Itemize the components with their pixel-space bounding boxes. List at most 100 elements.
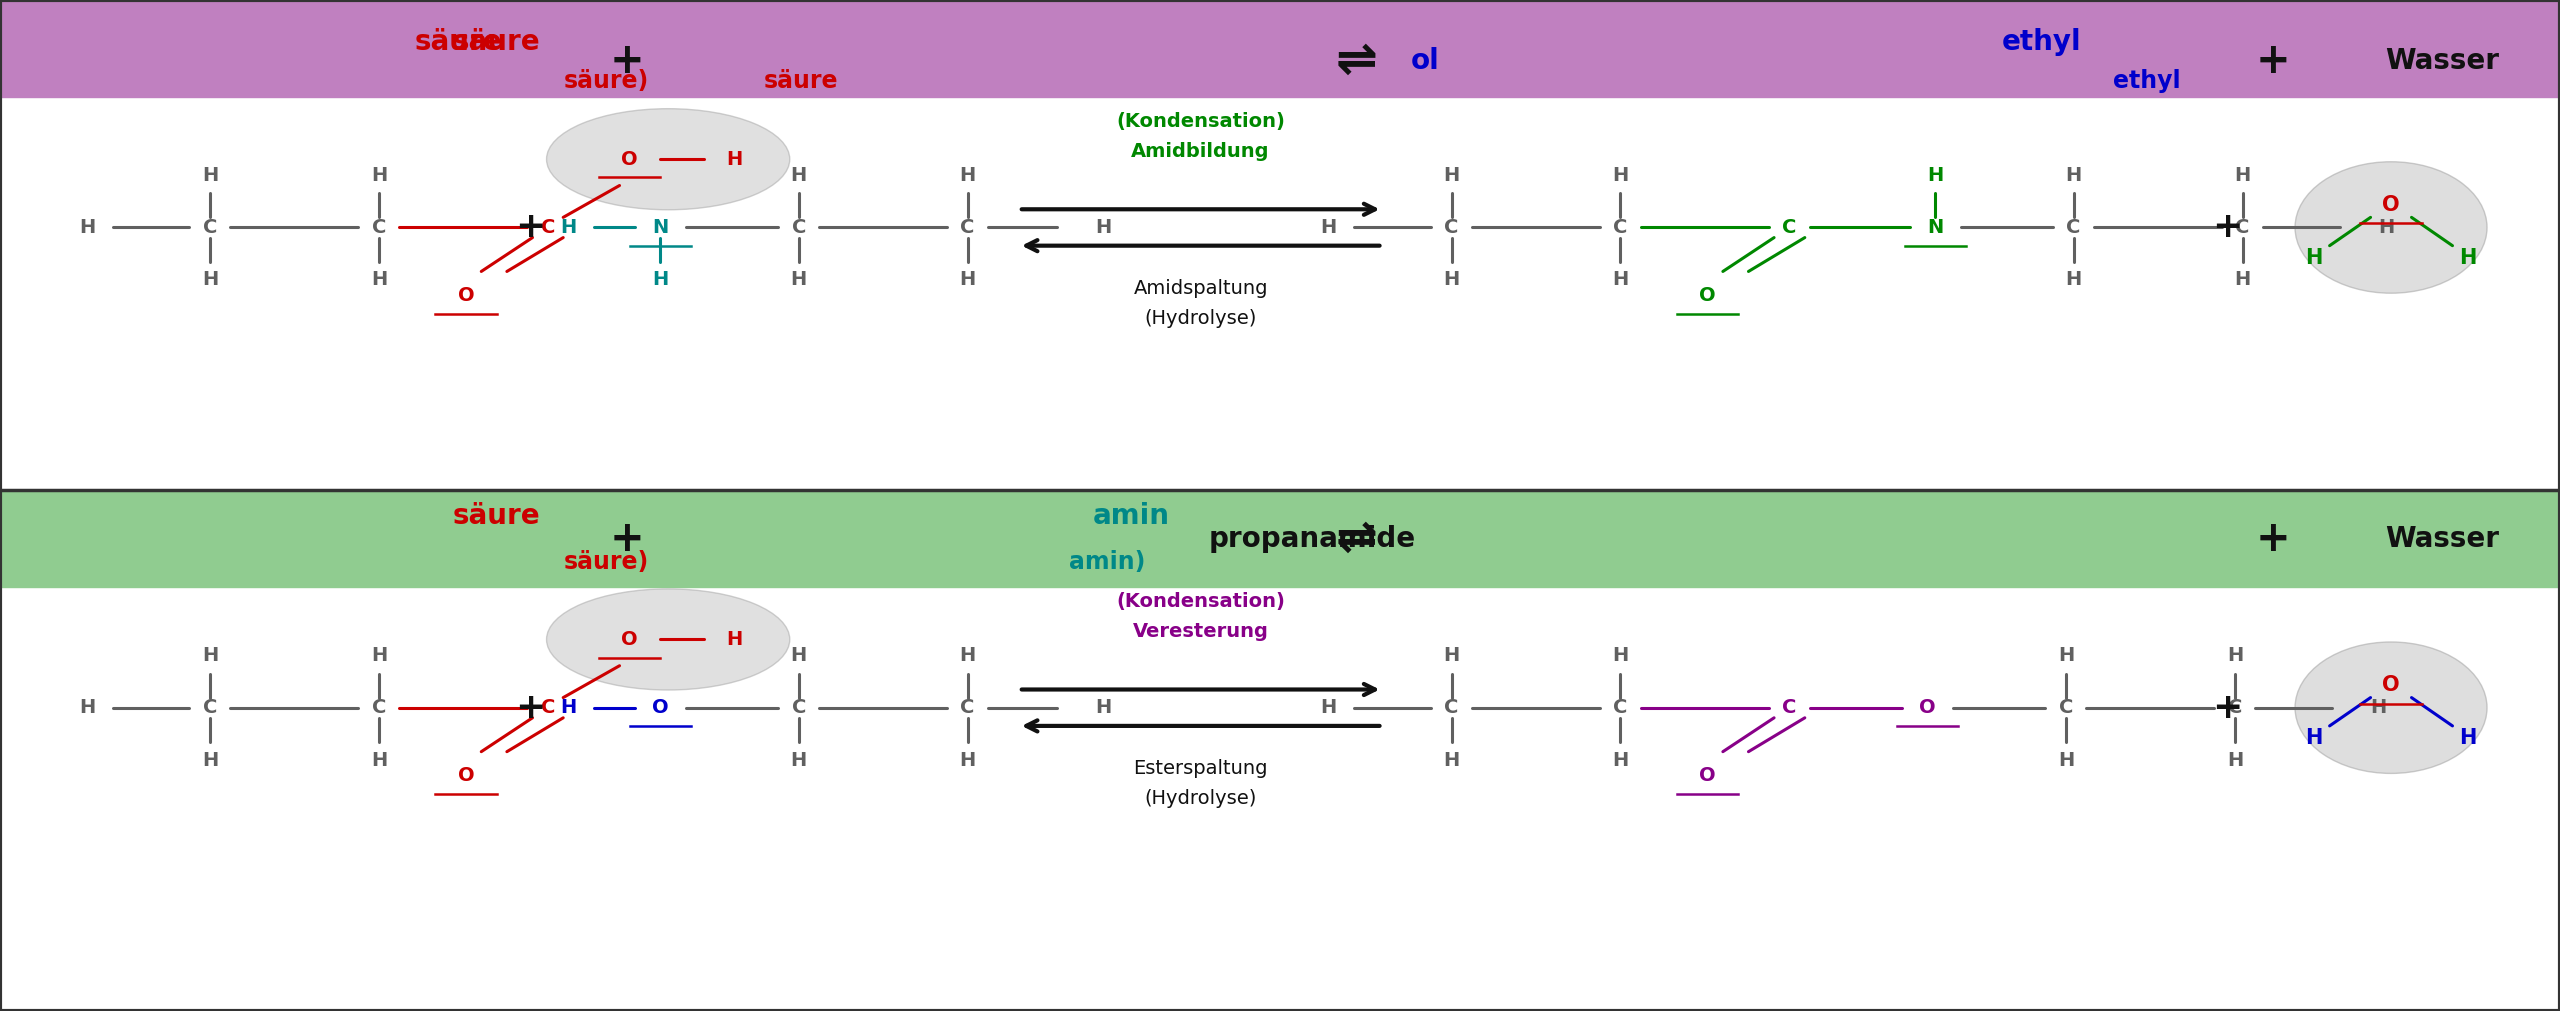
Text: H: H bbox=[2227, 646, 2243, 665]
Text: C: C bbox=[540, 699, 556, 717]
Text: C: C bbox=[1782, 218, 1797, 237]
Text: säure): säure) bbox=[563, 550, 650, 574]
Text: ol: ol bbox=[1411, 47, 1439, 75]
Text: H: H bbox=[791, 646, 806, 665]
Text: H: H bbox=[79, 699, 95, 717]
Text: amin: amin bbox=[1093, 501, 1170, 530]
Text: säure: säure bbox=[415, 28, 502, 57]
Text: H: H bbox=[1096, 699, 1111, 717]
Text: C: C bbox=[202, 218, 218, 237]
Text: propanamide: propanamide bbox=[1208, 525, 1416, 553]
Text: H: H bbox=[960, 646, 975, 665]
Text: C: C bbox=[1782, 699, 1797, 717]
Text: Amidspaltung: Amidspaltung bbox=[1134, 279, 1267, 297]
Text: H: H bbox=[1444, 750, 1459, 769]
Ellipse shape bbox=[548, 109, 791, 209]
Text: +: + bbox=[2255, 518, 2291, 560]
Text: N: N bbox=[1928, 218, 1943, 237]
Text: H: H bbox=[960, 270, 975, 289]
Text: C: C bbox=[1444, 699, 1459, 717]
Text: C: C bbox=[2066, 218, 2081, 237]
Text: +: + bbox=[609, 518, 645, 560]
Text: H: H bbox=[2227, 750, 2243, 769]
Text: O: O bbox=[2383, 675, 2399, 696]
Text: H: H bbox=[202, 270, 218, 289]
Text: (Kondensation): (Kondensation) bbox=[1116, 112, 1285, 130]
Text: C: C bbox=[960, 218, 975, 237]
Text: H: H bbox=[371, 166, 387, 185]
Text: H: H bbox=[791, 166, 806, 185]
Text: O: O bbox=[653, 699, 668, 717]
Text: H: H bbox=[79, 218, 95, 237]
Text: säure: säure bbox=[453, 28, 540, 57]
Text: O: O bbox=[2383, 195, 2399, 215]
Text: H: H bbox=[727, 150, 742, 169]
Text: H: H bbox=[2307, 248, 2322, 268]
Text: +: + bbox=[2212, 210, 2243, 245]
Text: H: H bbox=[653, 270, 668, 289]
Text: +: + bbox=[515, 691, 545, 725]
Text: H: H bbox=[727, 630, 742, 649]
Text: H: H bbox=[1613, 270, 1628, 289]
Text: H: H bbox=[371, 750, 387, 769]
Text: C: C bbox=[2227, 699, 2243, 717]
Text: C: C bbox=[1613, 699, 1628, 717]
Text: H: H bbox=[791, 750, 806, 769]
Text: H: H bbox=[1096, 218, 1111, 237]
Text: O: O bbox=[622, 630, 637, 649]
Text: C: C bbox=[371, 699, 387, 717]
Text: C: C bbox=[2235, 218, 2250, 237]
Text: Esterspaltung: Esterspaltung bbox=[1134, 759, 1267, 777]
Text: H: H bbox=[202, 166, 218, 185]
Text: ⇌: ⇌ bbox=[1336, 515, 1377, 563]
Text: H: H bbox=[2066, 270, 2081, 289]
Text: H: H bbox=[561, 699, 576, 717]
Text: O: O bbox=[1700, 286, 1715, 305]
Ellipse shape bbox=[2296, 162, 2488, 293]
Text: H: H bbox=[2371, 699, 2386, 717]
Text: ethyl: ethyl bbox=[2002, 28, 2081, 57]
Text: ⇌: ⇌ bbox=[1336, 36, 1377, 85]
Text: (Hydrolyse): (Hydrolyse) bbox=[1144, 309, 1257, 328]
Ellipse shape bbox=[548, 588, 791, 690]
Text: C: C bbox=[540, 218, 556, 237]
Text: O: O bbox=[458, 286, 474, 305]
Text: O: O bbox=[622, 150, 637, 169]
Text: C: C bbox=[2058, 699, 2074, 717]
Text: C: C bbox=[1444, 218, 1459, 237]
Text: H: H bbox=[791, 270, 806, 289]
Text: amin): amin) bbox=[1070, 550, 1147, 574]
Text: H: H bbox=[371, 646, 387, 665]
Text: H: H bbox=[2235, 166, 2250, 185]
Text: H: H bbox=[2058, 750, 2074, 769]
Text: H: H bbox=[202, 750, 218, 769]
Text: ethyl: ethyl bbox=[2112, 69, 2181, 93]
Text: +: + bbox=[2212, 691, 2243, 725]
Text: H: H bbox=[2460, 248, 2476, 268]
Text: C: C bbox=[791, 699, 806, 717]
Text: +: + bbox=[2255, 39, 2291, 82]
Text: +: + bbox=[609, 39, 645, 82]
Text: H: H bbox=[1444, 166, 1459, 185]
Text: H: H bbox=[1613, 646, 1628, 665]
Text: O: O bbox=[1920, 699, 1935, 717]
Text: O: O bbox=[458, 766, 474, 786]
Text: H: H bbox=[1444, 270, 1459, 289]
Text: Amidbildung: Amidbildung bbox=[1132, 143, 1270, 161]
Text: H: H bbox=[1928, 166, 1943, 185]
Text: Wasser: Wasser bbox=[2386, 525, 2499, 553]
Text: H: H bbox=[2058, 646, 2074, 665]
Text: Veresterung: Veresterung bbox=[1132, 623, 1270, 641]
Text: C: C bbox=[791, 218, 806, 237]
Text: H: H bbox=[2235, 270, 2250, 289]
Text: H: H bbox=[561, 218, 576, 237]
Text: Wasser: Wasser bbox=[2386, 47, 2499, 75]
Text: H: H bbox=[2066, 166, 2081, 185]
Text: C: C bbox=[202, 699, 218, 717]
Text: H: H bbox=[1321, 699, 1336, 717]
Text: (Kondensation): (Kondensation) bbox=[1116, 592, 1285, 611]
Bar bbox=[0, 0, 2560, 97]
Text: säure): säure) bbox=[563, 69, 650, 93]
Text: C: C bbox=[371, 218, 387, 237]
Text: H: H bbox=[1613, 750, 1628, 769]
